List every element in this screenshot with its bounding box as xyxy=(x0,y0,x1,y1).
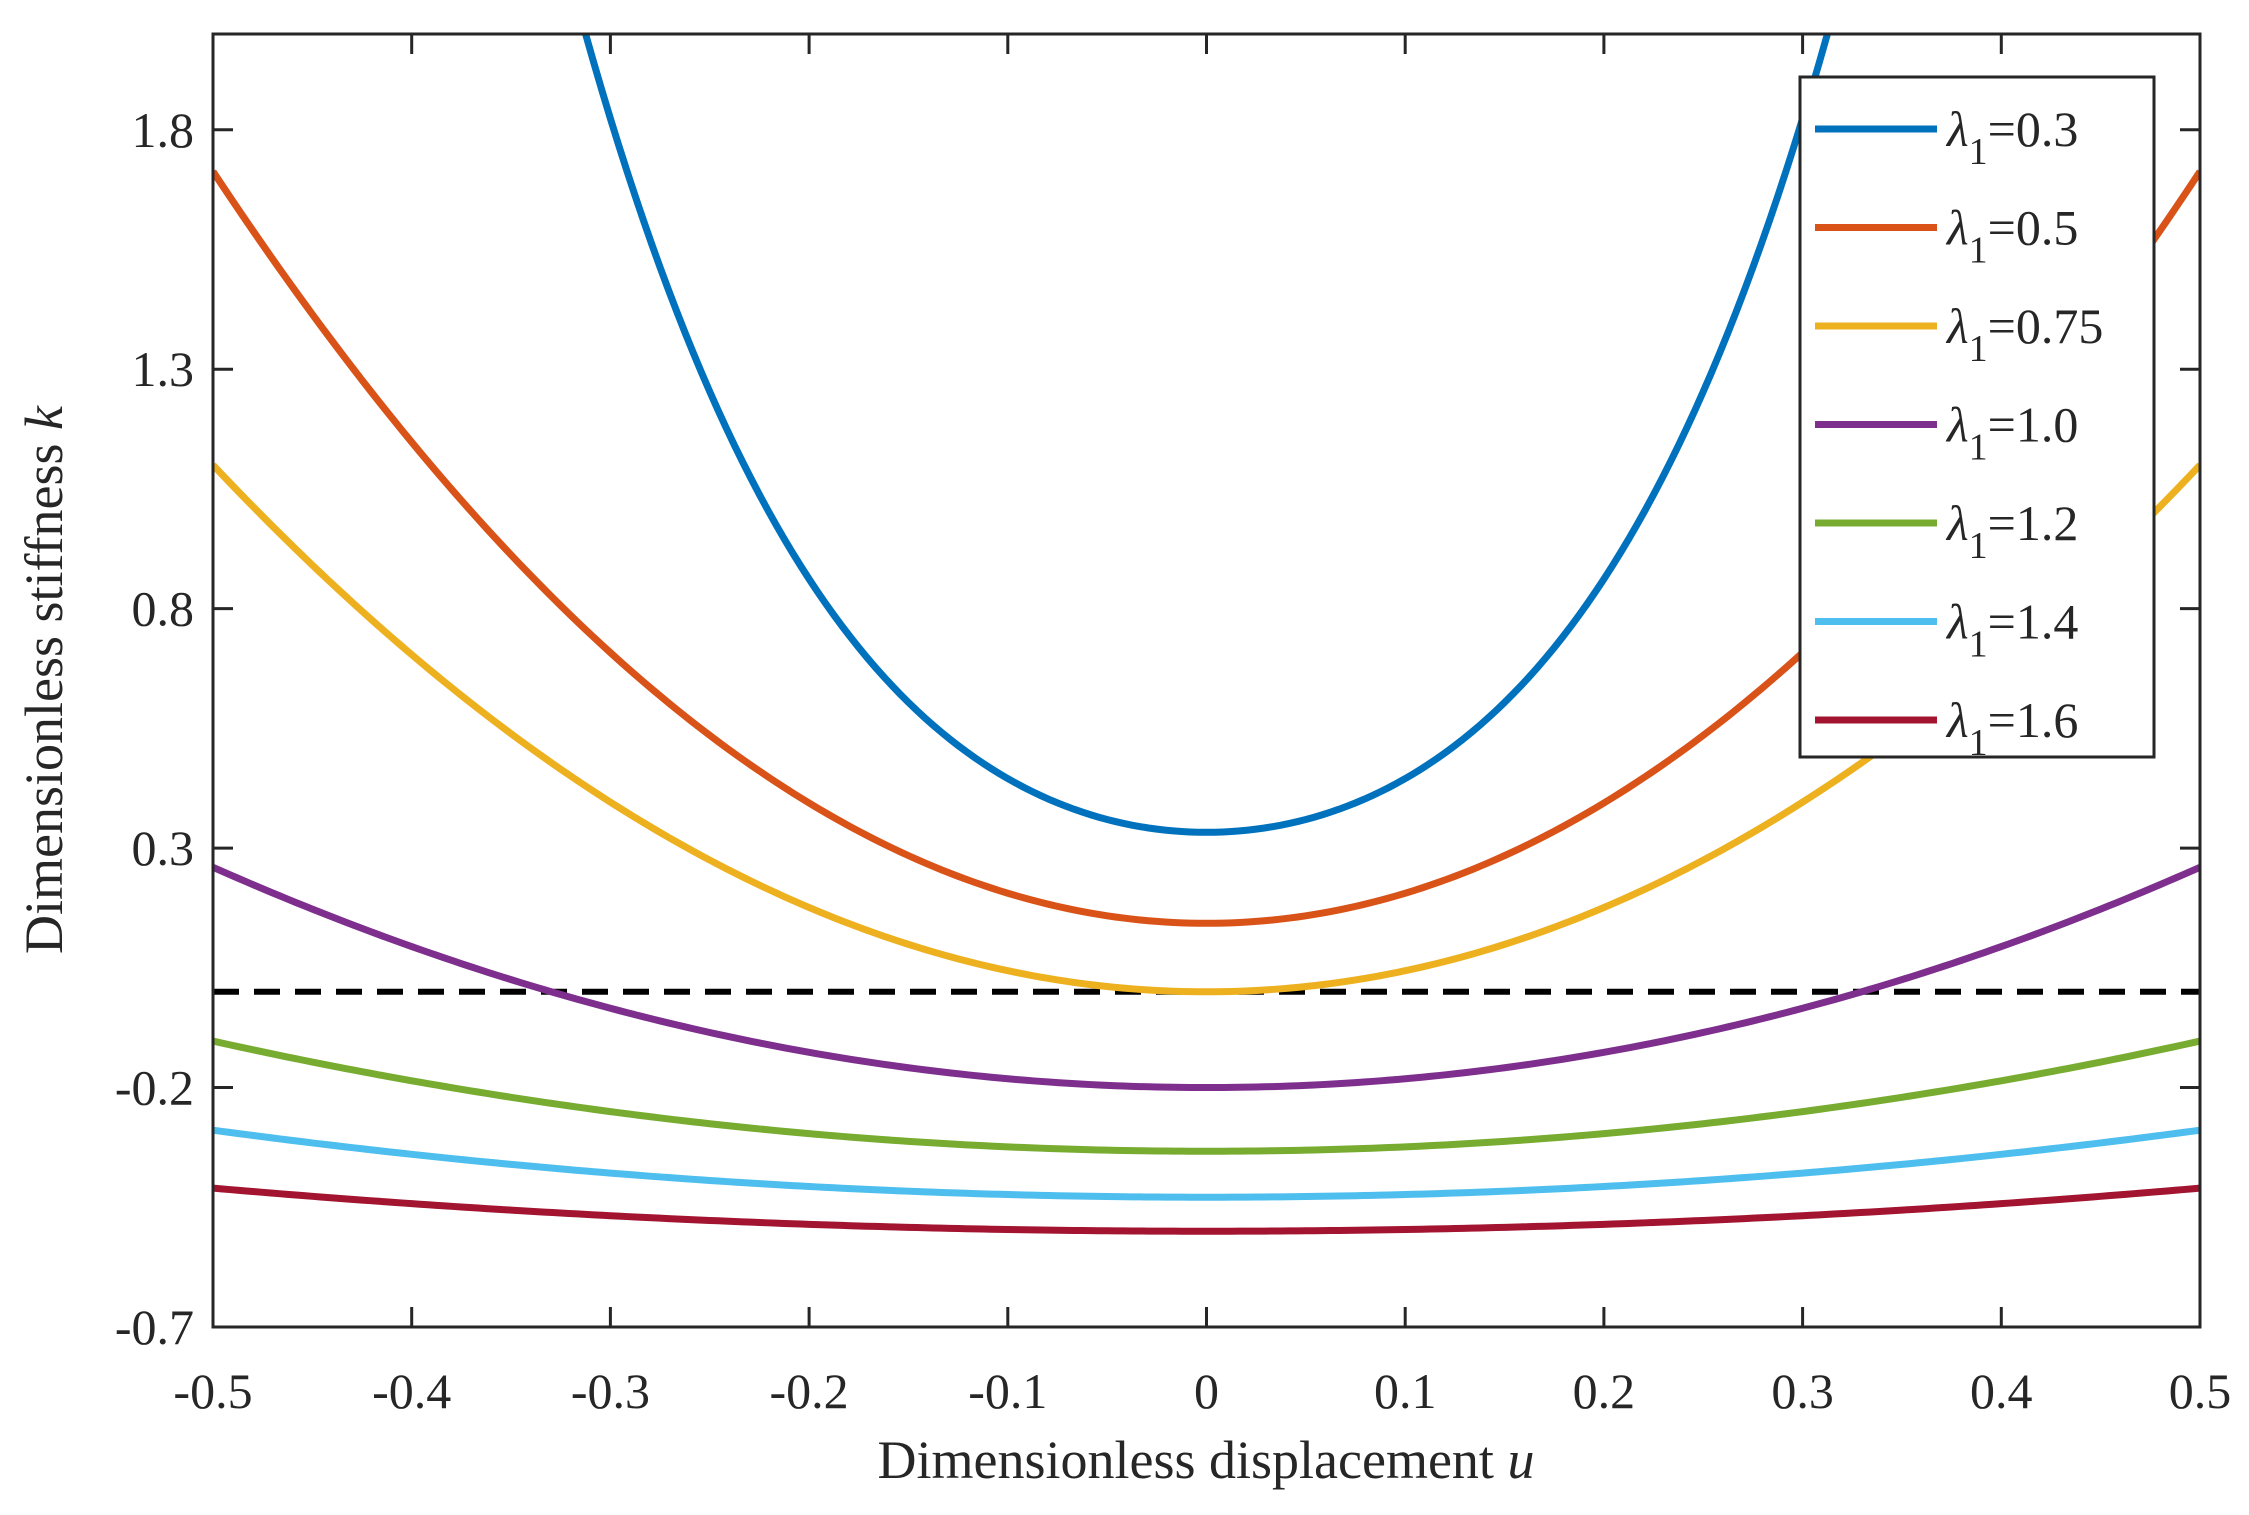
y-tick-label: -0.2 xyxy=(115,1060,194,1116)
legend-box xyxy=(1798,75,2156,759)
legend-value: =1.0 xyxy=(1988,397,2079,453)
x-tick-label: -0.3 xyxy=(571,1363,650,1419)
legend-symbol: λ xyxy=(1945,692,1969,748)
y-tick-label: 0.3 xyxy=(132,820,195,876)
y-axis-label-var: k xyxy=(14,405,74,430)
legend-symbol: λ xyxy=(1945,200,1969,256)
legend-symbol: λ xyxy=(1945,594,1969,650)
legend-subscript: 1 xyxy=(1969,722,1988,764)
legend-label: λ1=0.3 xyxy=(1945,101,2078,173)
legend-label: λ1=1.4 xyxy=(1945,594,2078,666)
x-axis-label: Dimensionless displacement u xyxy=(878,1430,1535,1490)
x-tick-label: 0.3 xyxy=(1771,1363,1834,1419)
y-tick-labels: -0.7 -0.2 0.3 0.8 1.3 1.8 xyxy=(115,102,194,1355)
legend-symbol: λ xyxy=(1945,495,1969,551)
axes-box xyxy=(211,32,2202,1329)
legend-label: λ1=1.2 xyxy=(1945,495,2078,567)
x-tick-label: 0 xyxy=(1194,1363,1219,1419)
x-tick-labels: -0.5 -0.4 -0.3 -0.2 -0.1 0 0.1 0.2 0.3 0.4 0.5 xyxy=(173,1363,2231,1419)
legend-value: =0.75 xyxy=(1988,298,2104,354)
legend-label: λ1=0.5 xyxy=(1945,200,2078,272)
series-line xyxy=(213,1037,2200,1155)
series-line xyxy=(581,34,1832,836)
legend-value: =0.5 xyxy=(1988,200,2079,256)
legend-label: λ1=0.75 xyxy=(1945,298,2103,370)
series-line xyxy=(213,1184,2200,1235)
legend-value: =1.4 xyxy=(1988,594,2079,650)
series-line xyxy=(213,864,2200,1092)
y-axis-label-text: Dimensionless stiffness xyxy=(14,443,74,954)
legend-symbol: λ xyxy=(1945,397,1969,453)
x-axis-label-text: Dimensionless displacement xyxy=(878,1430,1494,1490)
x-tick-label: -0.1 xyxy=(968,1363,1047,1419)
x-tick-label: 0.5 xyxy=(2169,1363,2232,1419)
y-tick-label: 1.3 xyxy=(132,341,195,397)
x-tick-label: -0.5 xyxy=(173,1363,252,1419)
legend-subscript: 1 xyxy=(1969,131,1988,173)
legend-subscript: 1 xyxy=(1969,427,1988,469)
legend-value: =0.3 xyxy=(1988,101,2079,157)
legend-subscript: 1 xyxy=(1969,624,1988,666)
legend-value: =1.6 xyxy=(1988,692,2079,748)
legend: λ1=0.3λ1=0.5λ1=0.75λ1=1.0λ1=1.2λ1=1.4λ1=… xyxy=(1798,75,2156,764)
legend-value: =1.2 xyxy=(1988,495,2079,551)
y-tick-label: 0.8 xyxy=(132,581,195,637)
x-tick-label: -0.2 xyxy=(770,1363,849,1419)
legend-symbol: λ xyxy=(1945,101,1969,157)
legend-subscript: 1 xyxy=(1969,328,1988,370)
y-tick-label: 1.8 xyxy=(132,102,195,158)
x-tick-label: 0.4 xyxy=(1970,1363,2033,1419)
legend-label: λ1=1.0 xyxy=(1945,397,2078,469)
legend-symbol: λ xyxy=(1945,298,1969,354)
series-line xyxy=(213,1126,2200,1201)
legend-label: λ1=1.6 xyxy=(1945,692,2078,764)
legend-subscript: 1 xyxy=(1969,230,1988,272)
x-tick-label: -0.4 xyxy=(372,1363,451,1419)
y-axis-label: Dimensionless stiffness k xyxy=(14,405,74,954)
x-tick-label: 0.2 xyxy=(1573,1363,1636,1419)
x-axis-label-var: u xyxy=(1507,1430,1534,1490)
y-tick-label: -0.7 xyxy=(115,1299,194,1355)
legend-subscript: 1 xyxy=(1969,525,1988,567)
x-tick-label: 0.1 xyxy=(1374,1363,1437,1419)
